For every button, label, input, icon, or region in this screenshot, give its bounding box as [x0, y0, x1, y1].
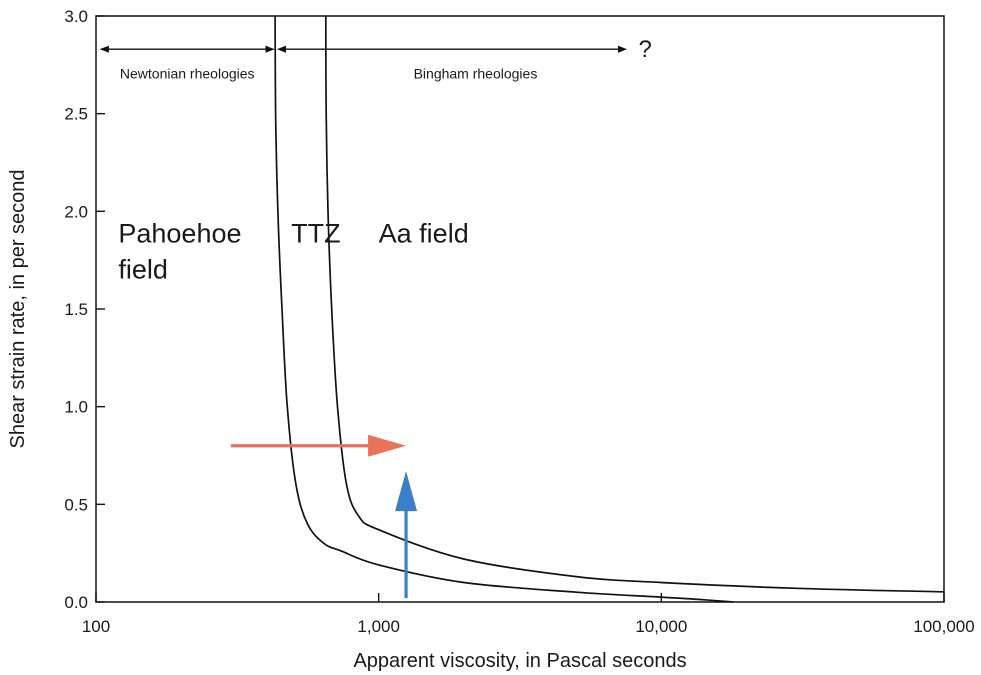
pahoehoe-ttz-boundary-curve	[274, 15, 734, 603]
y-tick-label: 0.0	[64, 593, 88, 612]
y-axis-ticks: 0.0 0.5 1.0 1.5 2.0 2.5 3.0	[64, 7, 105, 612]
region-label-line: field	[118, 255, 168, 285]
y-tick-label: 2.5	[64, 105, 88, 124]
x-tick-label: 100	[82, 617, 110, 636]
ttz-aa-boundary-curve	[324, 15, 945, 593]
rheology-label: Bingham rheologies	[414, 66, 538, 82]
plot-frame	[95, 15, 945, 603]
x-tick-label: 100,000	[913, 617, 974, 636]
x-axis-ticks: 100 1,000 10,000 100,000	[82, 593, 975, 636]
region-label: TTZ	[291, 219, 340, 249]
y-tick-label: 1.0	[64, 398, 88, 417]
annotations: Pahoehoe field TTZ Aa field Newtonian rheolo…	[99, 36, 652, 599]
x-tick-label: 10,000	[635, 617, 687, 636]
region-label: Pahoehoe field	[118, 219, 241, 285]
y-axis-title: Shear strain rate, in per second	[7, 169, 29, 448]
y-tick-label: 0.5	[64, 495, 88, 514]
y-tick-label: 2.0	[64, 202, 88, 221]
x-tick-label: 1,000	[357, 617, 400, 636]
y-tick-label: 3.0	[64, 7, 88, 26]
question-mark: ?	[638, 36, 651, 63]
y-tick-label: 1.5	[64, 300, 88, 319]
x-axis-title: Apparent viscosity, in Pascal seconds	[353, 650, 686, 672]
blue-arrow-head	[395, 471, 418, 512]
region-label-line: TTZ	[291, 219, 340, 249]
curves	[274, 15, 945, 603]
region-label: Aa field	[379, 219, 469, 249]
rheology-label: Newtonian rheologies	[120, 66, 255, 82]
red-arrow-head	[368, 434, 407, 457]
region-label-line: Pahoehoe	[118, 219, 241, 249]
region-label-line: Aa field	[379, 219, 469, 249]
